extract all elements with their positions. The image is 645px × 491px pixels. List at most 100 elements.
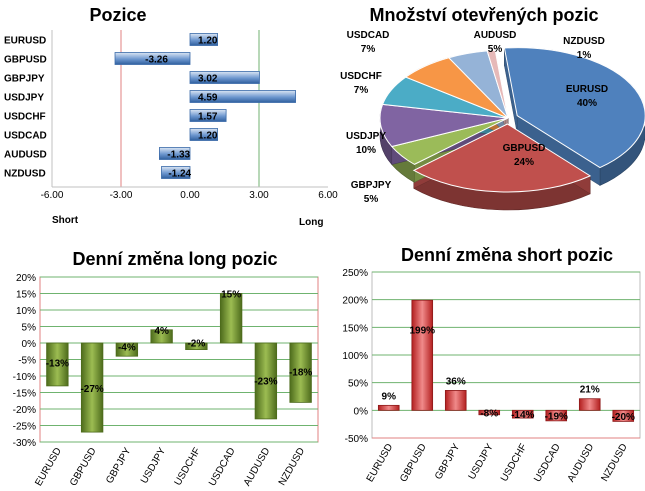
value-label: 15% <box>221 290 241 301</box>
value-bar <box>444 390 467 411</box>
pozice-chart: -6.00 -3.00 0.00 3.00 6.00 EURUSD 1.20 GBPUSD -3… <box>4 30 338 201</box>
y-tick-label: 50% <box>348 379 368 390</box>
pie-slice-label: USDCHF <box>340 71 382 82</box>
value-bar <box>478 409 501 416</box>
category-label: EURUSD <box>365 442 396 484</box>
value-bar <box>219 293 243 344</box>
value-label: -27% <box>80 384 103 395</box>
y-tick-label: 250% <box>342 268 368 279</box>
x-tick-label: -6.00 <box>41 190 64 201</box>
y-tick-label: 0% <box>354 406 369 417</box>
value-label: 36% <box>446 376 466 387</box>
y-tick-label: -15% <box>13 389 36 400</box>
position-bar <box>189 71 260 84</box>
category-label: GBPUSD <box>68 446 99 488</box>
category-label: USDCHF <box>499 442 529 484</box>
chart-title-long: Denní změna long pozic <box>72 249 277 269</box>
value-label: 1.20 <box>198 36 218 47</box>
value-label: 199% <box>409 325 435 336</box>
value-label: -8% <box>480 409 498 420</box>
position-bar <box>189 33 219 46</box>
position-bar <box>159 147 191 160</box>
category-label: USDCAD <box>207 446 238 488</box>
category-label: EURUSD <box>4 36 46 47</box>
category-label: USDCHF <box>4 112 46 123</box>
pie-slice-label: USDJPY <box>346 131 386 142</box>
value-bar <box>578 398 601 411</box>
value-label: 9% <box>382 391 397 402</box>
pie-slice-label: GBPUSD <box>503 143 546 154</box>
pie-slice <box>503 47 645 169</box>
position-bar <box>161 166 191 179</box>
chart-title-mnozstvi: Množství otevřených pozic <box>369 5 598 25</box>
value-label: 4.59 <box>198 93 218 104</box>
y-tick-label: -25% <box>13 422 36 433</box>
pie-slice <box>412 123 592 193</box>
y-tick-label: -30% <box>13 438 36 449</box>
pie-slice-value: 7% <box>354 85 369 96</box>
category-label: GBPUSD <box>4 55 47 66</box>
y-tick-label: -10% <box>13 372 36 383</box>
pie-slice-value: 10% <box>356 145 376 156</box>
category-label: GBPJPY <box>4 74 45 85</box>
value-bar <box>254 342 278 420</box>
category-label: AUDUSD <box>4 150 47 161</box>
value-label: 21% <box>580 385 600 396</box>
long-side-label: Long <box>299 217 323 228</box>
value-bar <box>115 342 139 357</box>
y-tick-label: 200% <box>342 296 368 307</box>
category-label: NZDUSD <box>599 442 629 484</box>
y-tick-label: 5% <box>22 323 37 334</box>
value-label: -19% <box>545 412 568 423</box>
value-label: 1.20 <box>198 131 218 142</box>
long-change-chart: 20% 15% 10% 5% 0% -5% -10% -15% -20% -25% -30% -13%… <box>13 273 319 488</box>
chart-title-short: Denní změna short pozic <box>401 245 613 265</box>
value-label: -3.26 <box>145 55 168 66</box>
pie-slice-label: EURUSD <box>566 84 608 95</box>
mnozstvi-pie-chart: EURUSD 40% GBPUSD 24% GBPJPY 5% USDJPY 10% USDCH… <box>340 30 645 211</box>
short-side-label: Short <box>52 215 79 226</box>
pie-slice-label: GBPJPY <box>351 180 392 191</box>
chart-title-pozice: Pozice <box>89 5 146 25</box>
pie-slice-value: 7% <box>361 44 376 55</box>
value-bar <box>411 299 434 411</box>
pie-slice <box>486 49 509 119</box>
y-tick-label: -50% <box>345 434 368 445</box>
pie-slice-value: 5% <box>488 44 503 55</box>
position-bar <box>114 52 191 65</box>
category-label: USDCHF <box>173 446 203 488</box>
position-bar <box>189 109 227 122</box>
value-label: 4% <box>154 326 169 337</box>
value-label: 3.02 <box>198 74 218 85</box>
position-bar <box>189 128 219 141</box>
x-tick-label: 3.00 <box>249 190 269 201</box>
category-label: USDJPY <box>467 442 496 482</box>
category-label: GBPJPY <box>433 442 462 482</box>
value-label: -2% <box>187 339 205 350</box>
x-tick-label: 0.00 <box>180 190 200 201</box>
y-tick-label: -5% <box>18 356 36 367</box>
value-bar <box>289 342 312 403</box>
value-label: -14% <box>511 410 534 421</box>
value-label: -18% <box>289 368 312 379</box>
category-label: AUDUSD <box>242 446 273 488</box>
pie-slice-value: 1% <box>577 50 592 61</box>
pie-slice-label: USDCAD <box>347 30 390 41</box>
value-label: -1.24 <box>168 169 191 180</box>
category-label: GBPJPY <box>104 446 133 486</box>
short-change-chart: 250% 200% 150% 100% 50% 0% -50% 9% EURUSD 199% GBP… <box>342 268 641 484</box>
y-tick-label: -20% <box>13 405 36 416</box>
value-bar <box>150 329 173 344</box>
pie-slice-value: 5% <box>364 194 379 205</box>
value-label: 1.57 <box>198 112 218 123</box>
y-tick-label: 15% <box>16 290 36 301</box>
x-tick-label: 6.00 <box>318 190 338 201</box>
y-tick-label: 0% <box>22 339 37 350</box>
y-tick-label: 100% <box>342 351 368 362</box>
value-bar <box>46 342 69 387</box>
value-label: -23% <box>254 377 277 388</box>
category-label: USDCAD <box>4 131 47 142</box>
value-label: -4% <box>118 342 136 353</box>
value-bar <box>80 342 104 433</box>
